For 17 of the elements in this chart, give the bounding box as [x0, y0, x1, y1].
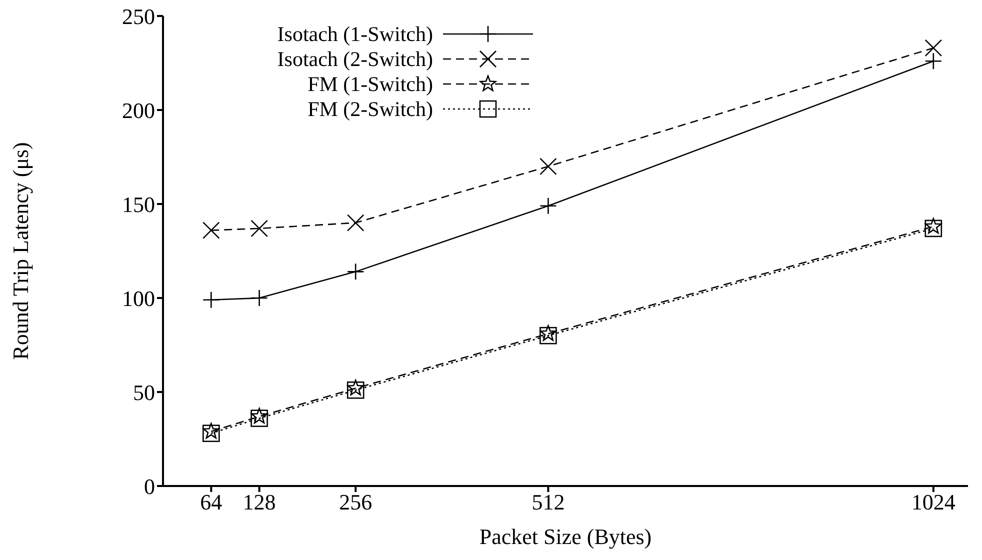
legend-label: Isotach (1-Switch)	[277, 22, 433, 46]
x-tick-label: 64	[200, 490, 222, 515]
y-axis-title: Round Trip Latency (μs)	[8, 142, 33, 360]
x-tick-label: 512	[532, 490, 565, 515]
y-tick-label: 200	[122, 98, 155, 123]
x-tick-label: 128	[242, 490, 276, 515]
x-axis-title: Packet Size (Bytes)	[479, 524, 652, 549]
x-tick-label: 1024	[911, 490, 956, 515]
y-tick-label: 150	[122, 192, 155, 217]
y-tick-label: 0	[144, 474, 155, 499]
legend-label: FM (2-Switch)	[308, 97, 433, 121]
y-tick-label: 50	[133, 380, 155, 405]
y-tick-label: 100	[122, 286, 155, 311]
legend-label: FM (1-Switch)	[308, 72, 433, 96]
y-tick-label: 250	[122, 4, 155, 29]
x-tick-label: 256	[339, 490, 372, 515]
legend-label: Isotach (2-Switch)	[277, 47, 433, 71]
